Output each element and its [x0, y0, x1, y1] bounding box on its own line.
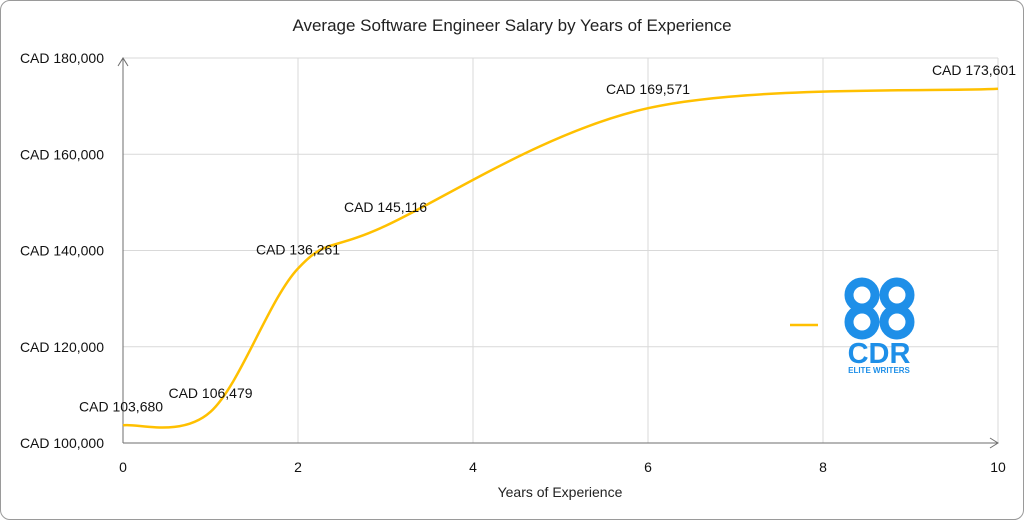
data-label: CAD 169,571 [606, 81, 690, 97]
x-tick-label: 8 [819, 459, 827, 475]
y-tick-label: CAD 180,000 [20, 50, 104, 66]
data-labels: CAD 103,680 CAD 106,479 CAD 136,261 CAD 145… [79, 62, 1016, 414]
grid [123, 57, 999, 443]
cdr-logo: CDR ELITE WRITERS [844, 277, 915, 375]
data-label: CAD 103,680 [79, 398, 163, 414]
data-label: CAD 106,479 [168, 385, 252, 401]
logo-tagline: ELITE WRITERS [848, 366, 910, 375]
logo-emblem [844, 277, 915, 340]
data-label: CAD 136,261 [256, 241, 340, 257]
y-tick-label: CAD 100,000 [20, 435, 104, 451]
x-tick-label: 4 [469, 459, 477, 475]
x-axis-arrow [989, 437, 999, 449]
axes [117, 57, 999, 449]
data-label: CAD 173,601 [932, 62, 1016, 78]
x-tick-label: 0 [119, 459, 127, 475]
x-tick-label: 10 [990, 459, 1006, 475]
logo-brand: CDR [848, 338, 911, 370]
x-tick-labels: 0 2 4 6 8 10 [119, 459, 1006, 475]
x-axis-title: Years of Experience [498, 484, 623, 500]
series-line [122, 87, 999, 429]
y-tick-label: CAD 120,000 [20, 339, 104, 355]
chart-title: Average Software Engineer Salary by Year… [292, 16, 731, 35]
y-axis-arrow [117, 57, 129, 67]
y-tick-labels: CAD 100,000 CAD 120,000 CAD 140,000 CAD 160… [20, 50, 104, 451]
y-tick-label: CAD 160,000 [20, 146, 104, 162]
x-tick-label: 6 [644, 459, 652, 475]
x-tick-label: 2 [294, 459, 302, 475]
data-label: CAD 145,116 [344, 199, 427, 215]
y-tick-label: CAD 140,000 [20, 243, 104, 259]
